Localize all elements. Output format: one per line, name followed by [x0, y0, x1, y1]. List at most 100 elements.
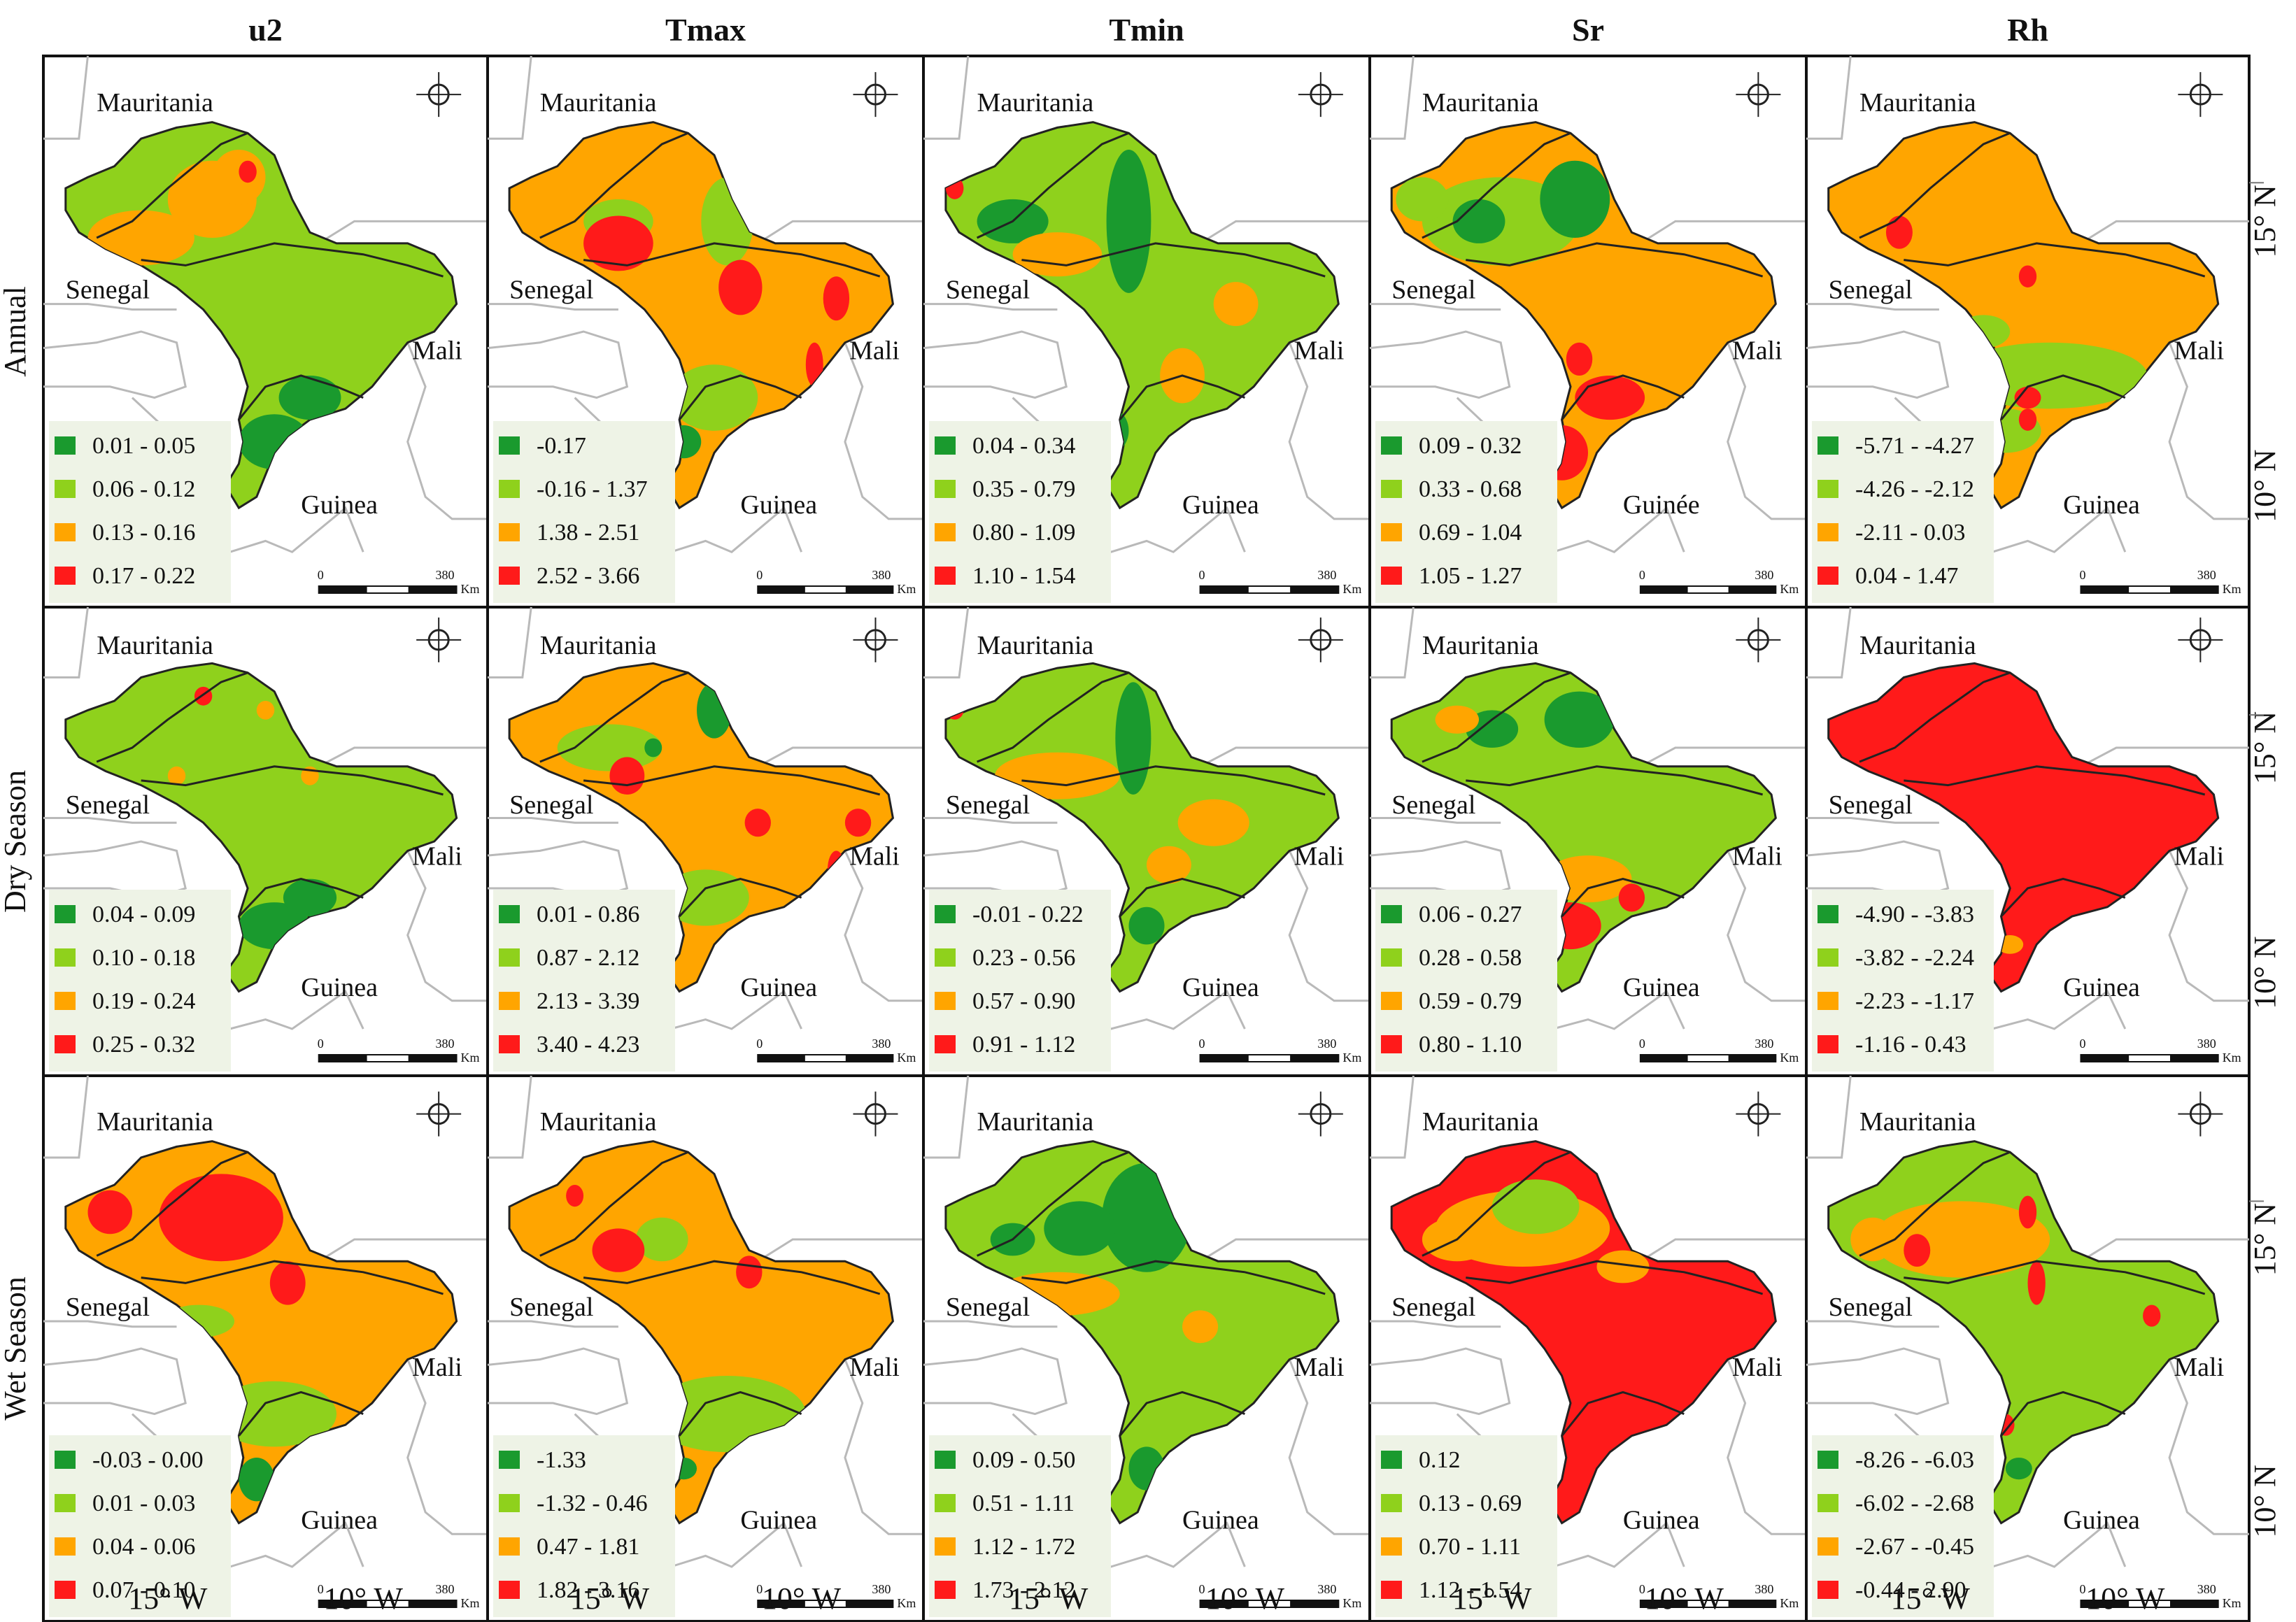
scale-bar-unit: Km	[461, 1051, 480, 1065]
longitude-label: 15° W	[1009, 1581, 1089, 1616]
legend-label: 0.07 - 0.10	[92, 1577, 195, 1603]
country-border-line	[1640, 220, 1806, 245]
legend-label: -1.16 - 0.43	[1855, 1032, 1967, 1058]
legend-label: 2.13 - 3.39	[537, 988, 639, 1014]
legend-background	[493, 421, 675, 603]
river-line	[96, 1151, 248, 1257]
north-arrow-icon	[2178, 1091, 2223, 1137]
legend-label: -4.26 - -2.12	[1855, 476, 1974, 502]
legend: -1.33 -1.32 - 0.46 0.47 - 1.81 1.82 - 3.16	[493, 1435, 675, 1617]
legend-swatch-orange	[1381, 523, 1402, 541]
legend-swatch-light-green	[1817, 1494, 1838, 1512]
legend-label: -4.90 - -3.83	[1855, 902, 1974, 927]
country-label-mauritania: Mauritania	[977, 88, 1094, 118]
river-line	[2000, 878, 2126, 918]
legend-label: 1.05 - 1.27	[1419, 563, 1522, 589]
legend-swatch-dark-green	[935, 1451, 956, 1469]
scale-bar-segment	[2081, 1055, 2130, 1062]
legend-background	[493, 1435, 675, 1617]
trend-patch-orange	[87, 210, 194, 266]
country-border-line	[1806, 606, 1852, 678]
river-line	[1561, 374, 1685, 421]
river-line	[96, 131, 248, 239]
country-label-senegal: Senegal	[66, 276, 150, 305]
country-label-mauritania: Mauritania	[97, 1107, 213, 1137]
scale-bar-segment	[845, 1600, 893, 1607]
trend-patch-orange	[1213, 282, 1259, 327]
scale-bar-start: 0	[318, 1582, 324, 1596]
country-border-line	[43, 606, 89, 678]
scale-bar-start: 0	[318, 568, 324, 582]
river-line	[539, 671, 689, 763]
country-border-line	[487, 330, 629, 399]
country-label-mauritania: Mauritania	[540, 88, 657, 118]
longitude-label: 15° W	[1891, 1581, 1971, 1616]
river-line	[539, 131, 689, 239]
country-label-guinea: Guinea	[740, 973, 817, 1002]
trend-patch-orange	[1147, 846, 1191, 884]
river-line	[1561, 1390, 1685, 1437]
country-label-guinea: Guinea	[1182, 490, 1259, 520]
scale-bar-unit: Km	[897, 1051, 916, 1065]
trend-patch-red	[269, 1261, 306, 1305]
trend-patch-red	[1618, 883, 1645, 912]
scale-bar-end: 380	[436, 1037, 455, 1051]
legend: 0.09 - 0.50 0.51 - 1.11 1.12 - 1.72 1.73 - …	[929, 1435, 1111, 1617]
legend-swatch-dark-green	[1381, 436, 1402, 455]
river-line	[238, 1390, 364, 1437]
scale-bar-segment	[408, 586, 457, 593]
country-border-line	[1727, 342, 1806, 520]
scale-bar-end: 380	[1755, 1037, 1773, 1051]
scale-bar-segment	[1640, 1600, 1688, 1607]
trend-patch-red	[823, 276, 850, 321]
scale-bar: 0 380 Km	[756, 1037, 916, 1065]
north-arrow-icon	[1298, 72, 1343, 118]
country-label-senegal: Senegal	[66, 790, 150, 820]
scale-bar-segment	[1640, 1055, 1688, 1062]
river-line	[141, 1260, 444, 1295]
legend-swatch-red	[1817, 1035, 1838, 1053]
trend-patch-red	[583, 215, 653, 271]
country-label-senegal: Senegal	[1391, 276, 1475, 305]
scale-bar: 0 380 Km	[2079, 568, 2241, 596]
scale-bar-start: 0	[2079, 1037, 2085, 1051]
country-label-guinea: Guinea	[1182, 1505, 1259, 1535]
trend-patch-red	[159, 1174, 283, 1262]
legend-swatch-dark-green	[1381, 1451, 1402, 1469]
trend-patch-light-green	[635, 1217, 688, 1262]
legend-swatch-light-green	[55, 480, 76, 498]
scale-bar-segment	[1290, 586, 1339, 593]
trend-patch-dark-green	[239, 1458, 275, 1502]
river-line	[678, 374, 802, 421]
longitude-labels: 15° W 10° W 15° W 10° W 15° W 10° W 15° W 10° W…	[128, 1581, 2165, 1616]
legend-swatch-orange	[55, 523, 76, 541]
scale-bar-unit: Km	[1342, 582, 1361, 596]
river-line	[1021, 1260, 1326, 1295]
country-border-line	[2168, 850, 2249, 1002]
legend-swatch-orange	[1817, 523, 1838, 541]
river-line	[1422, 671, 1571, 763]
country-border-line	[923, 330, 1068, 399]
legend-background	[1375, 1435, 1557, 1617]
legend-background	[49, 890, 231, 1072]
river-line	[1904, 242, 2206, 278]
legend-swatch-orange	[499, 523, 520, 541]
country-border-line	[43, 330, 187, 399]
country-label-mauritania: Mauritania	[540, 1107, 657, 1137]
country-label-guin-e: Guinée	[1623, 490, 1700, 520]
longitude-label: 15° W	[128, 1581, 208, 1616]
legend-swatch-red	[499, 1035, 520, 1053]
country-label-mali: Mali	[1732, 336, 1783, 365]
north-arrow-icon	[1736, 1091, 1781, 1137]
legend-swatch-orange	[1381, 1537, 1402, 1556]
country-border-line	[923, 55, 970, 140]
legend-swatch-red	[55, 567, 76, 585]
country-border-line	[1369, 330, 1511, 399]
country-label-guinea: Guinea	[301, 490, 378, 520]
legend-label: 0.04 - 1.47	[1855, 563, 1958, 589]
scale-bar-segment	[1290, 1055, 1339, 1062]
country-border-line	[488, 303, 618, 311]
legend-swatch-dark-green	[55, 905, 76, 923]
